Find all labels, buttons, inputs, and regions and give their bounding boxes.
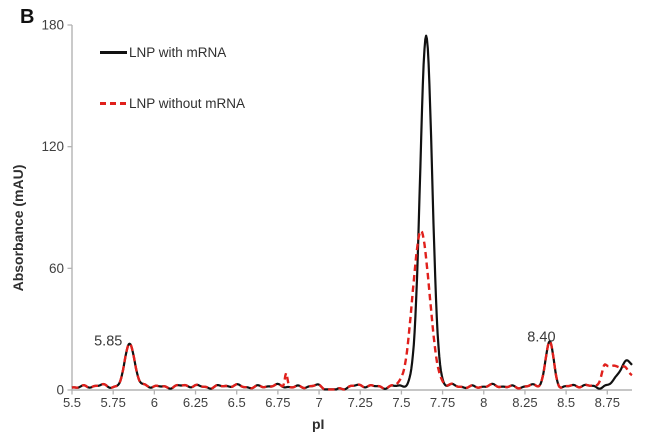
x-tick-label: 8.25 [512, 395, 537, 410]
x-tick-label: 6.25 [183, 395, 208, 410]
peak-label: 5.85 [94, 333, 122, 349]
x-tick-label: 8 [480, 395, 487, 410]
x-tick-label: 6 [151, 395, 158, 410]
x-tick-label: 6.5 [228, 395, 246, 410]
x-tick-label: 7.5 [392, 395, 410, 410]
y-tick-label: 120 [41, 139, 64, 154]
x-tick-label: 7.75 [430, 395, 455, 410]
x-tick-label: 5.5 [63, 395, 81, 410]
peak-label: 8.40 [527, 329, 555, 345]
legend-label: LNP with mRNA [129, 45, 227, 60]
x-tick-label: 5.75 [101, 395, 126, 410]
series-line-lnp-without-mrna [71, 229, 633, 391]
solid-line-swatch-icon [100, 51, 127, 54]
y-tick-label: 0 [56, 383, 64, 398]
dashed-line-swatch-icon [100, 102, 127, 105]
x-tick-label: 6.75 [265, 395, 290, 410]
x-tick-label: 8.5 [557, 395, 575, 410]
x-tick-label: 8.75 [595, 395, 620, 410]
y-axis-title: Absorbance (mAU) [10, 164, 26, 292]
x-tick-label: 7 [315, 395, 322, 410]
legend-item-lnp-without-mrna: LNP without mRNA [100, 96, 245, 111]
y-tick-label: 60 [49, 261, 64, 276]
y-tick-label: 180 [41, 18, 64, 33]
x-axis-title: pI [312, 416, 325, 432]
legend-label: LNP without mRNA [129, 96, 246, 111]
panel-label: B [20, 6, 35, 28]
x-tick-label: 7.25 [348, 395, 373, 410]
legend-item-lnp-with-mrna: LNP with mRNA [100, 45, 226, 60]
